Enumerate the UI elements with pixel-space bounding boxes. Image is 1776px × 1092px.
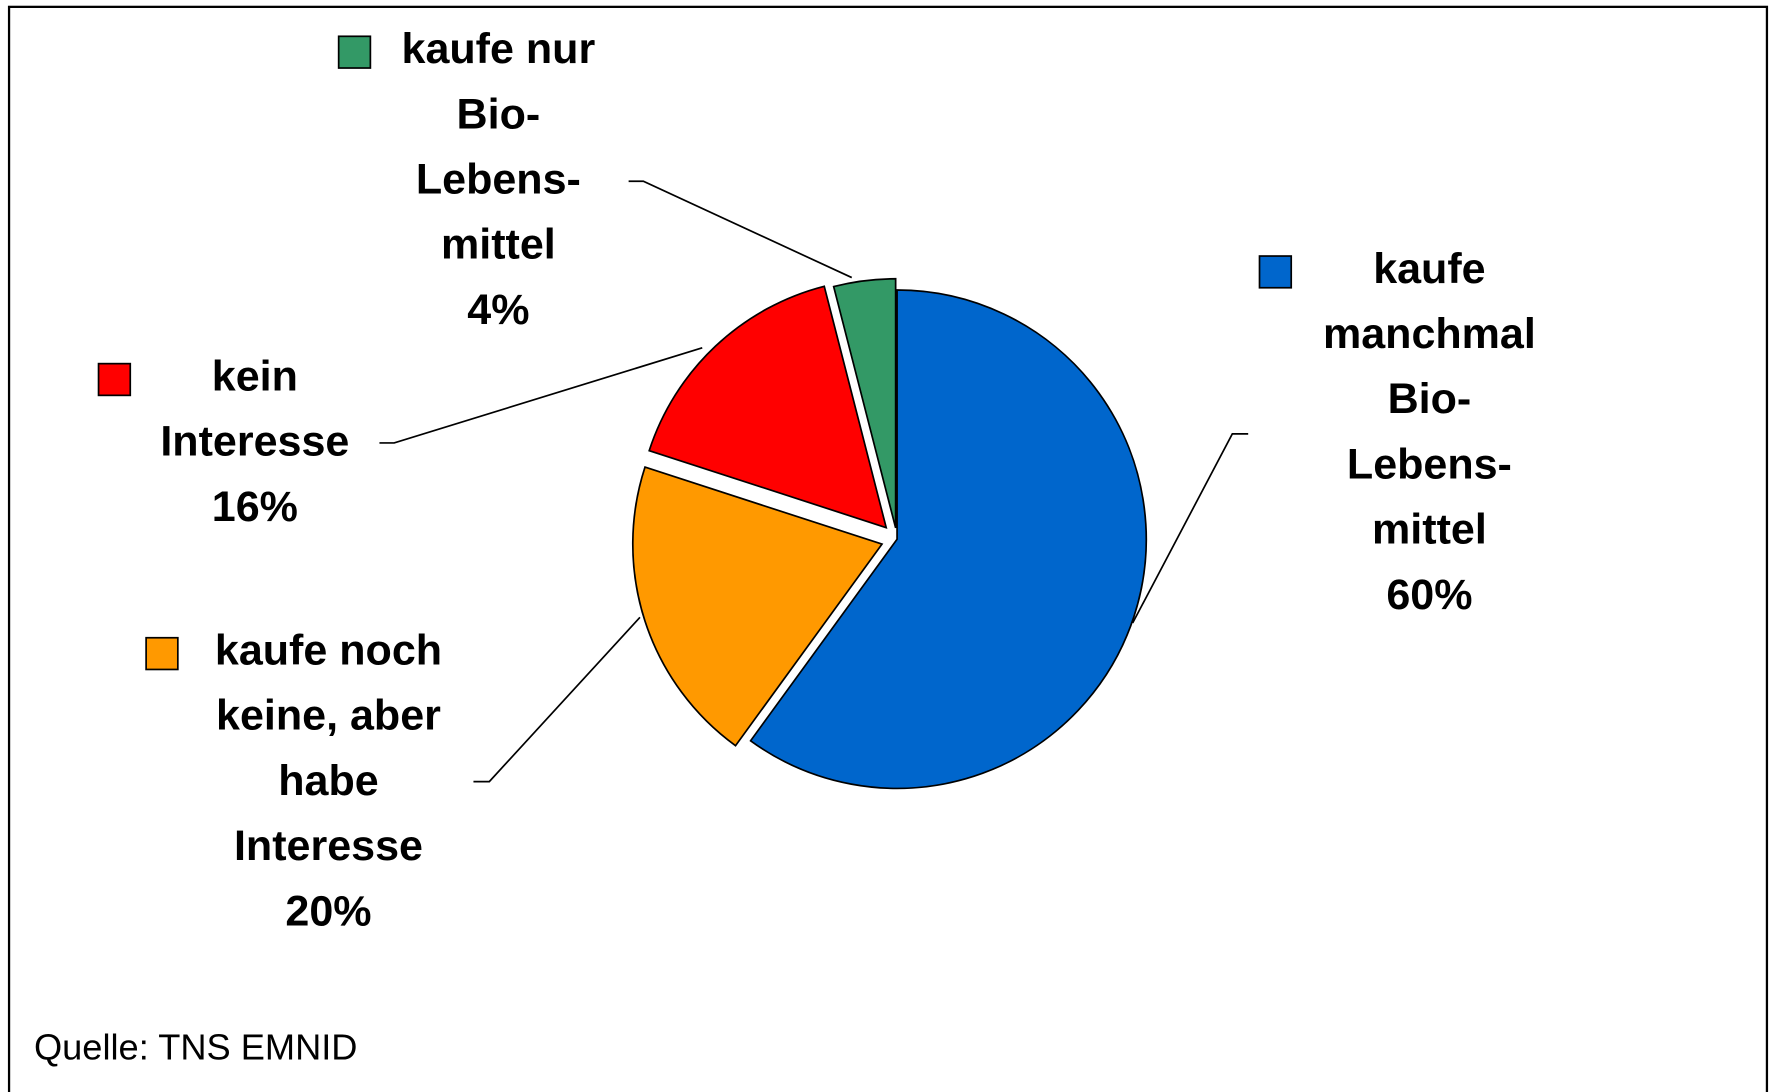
label-line: Bio- — [1388, 376, 1472, 424]
leader-line — [379, 346, 703, 444]
legend-key — [97, 362, 132, 397]
label-line: Lebens- — [1347, 441, 1512, 489]
label-line: kaufe nur — [402, 26, 596, 74]
legend-key — [145, 636, 179, 671]
slice-label: kein Interesse — [160, 353, 349, 466]
label-line: Bio- — [457, 91, 541, 139]
label-line: habe — [278, 757, 378, 805]
pie-slice — [749, 289, 1148, 790]
frame — [7, 5, 1769, 1092]
value-label: 4% — [467, 286, 529, 334]
leader-line — [473, 616, 641, 783]
pie-slice — [631, 466, 884, 747]
value-label: 60% — [1386, 571, 1472, 619]
legend-key — [1258, 255, 1293, 289]
label-line: kaufe — [1373, 245, 1485, 293]
value-label: 16% — [212, 483, 298, 531]
label-line: Interesse — [234, 822, 423, 870]
slice-label: kaufe nur Bio- Lebens-mittel — [402, 26, 596, 269]
label-line: Interesse — [160, 418, 349, 466]
slice-label: kaufe noch keine, aber habe Interesse — [215, 627, 442, 870]
label-line: manchmal — [1323, 310, 1536, 358]
label-line: kaufe noch — [215, 627, 442, 675]
label-line: kein — [212, 353, 298, 401]
label-line: keine, aber — [216, 692, 441, 740]
slice-label: kaufe manchmal Bio- Lebens-mittel — [1323, 245, 1536, 554]
pie-slice — [648, 285, 888, 529]
value-label: 20% — [285, 887, 371, 935]
legend-key — [337, 35, 372, 69]
label-line: Lebens- — [416, 156, 581, 204]
leader-line — [1131, 433, 1249, 624]
source: Quelle: TNS EMNID — [34, 1027, 358, 1068]
label-line: mittel — [1372, 506, 1487, 554]
label-line: mittel — [441, 221, 556, 269]
pie-slice — [832, 277, 897, 529]
leader-line — [628, 180, 853, 279]
